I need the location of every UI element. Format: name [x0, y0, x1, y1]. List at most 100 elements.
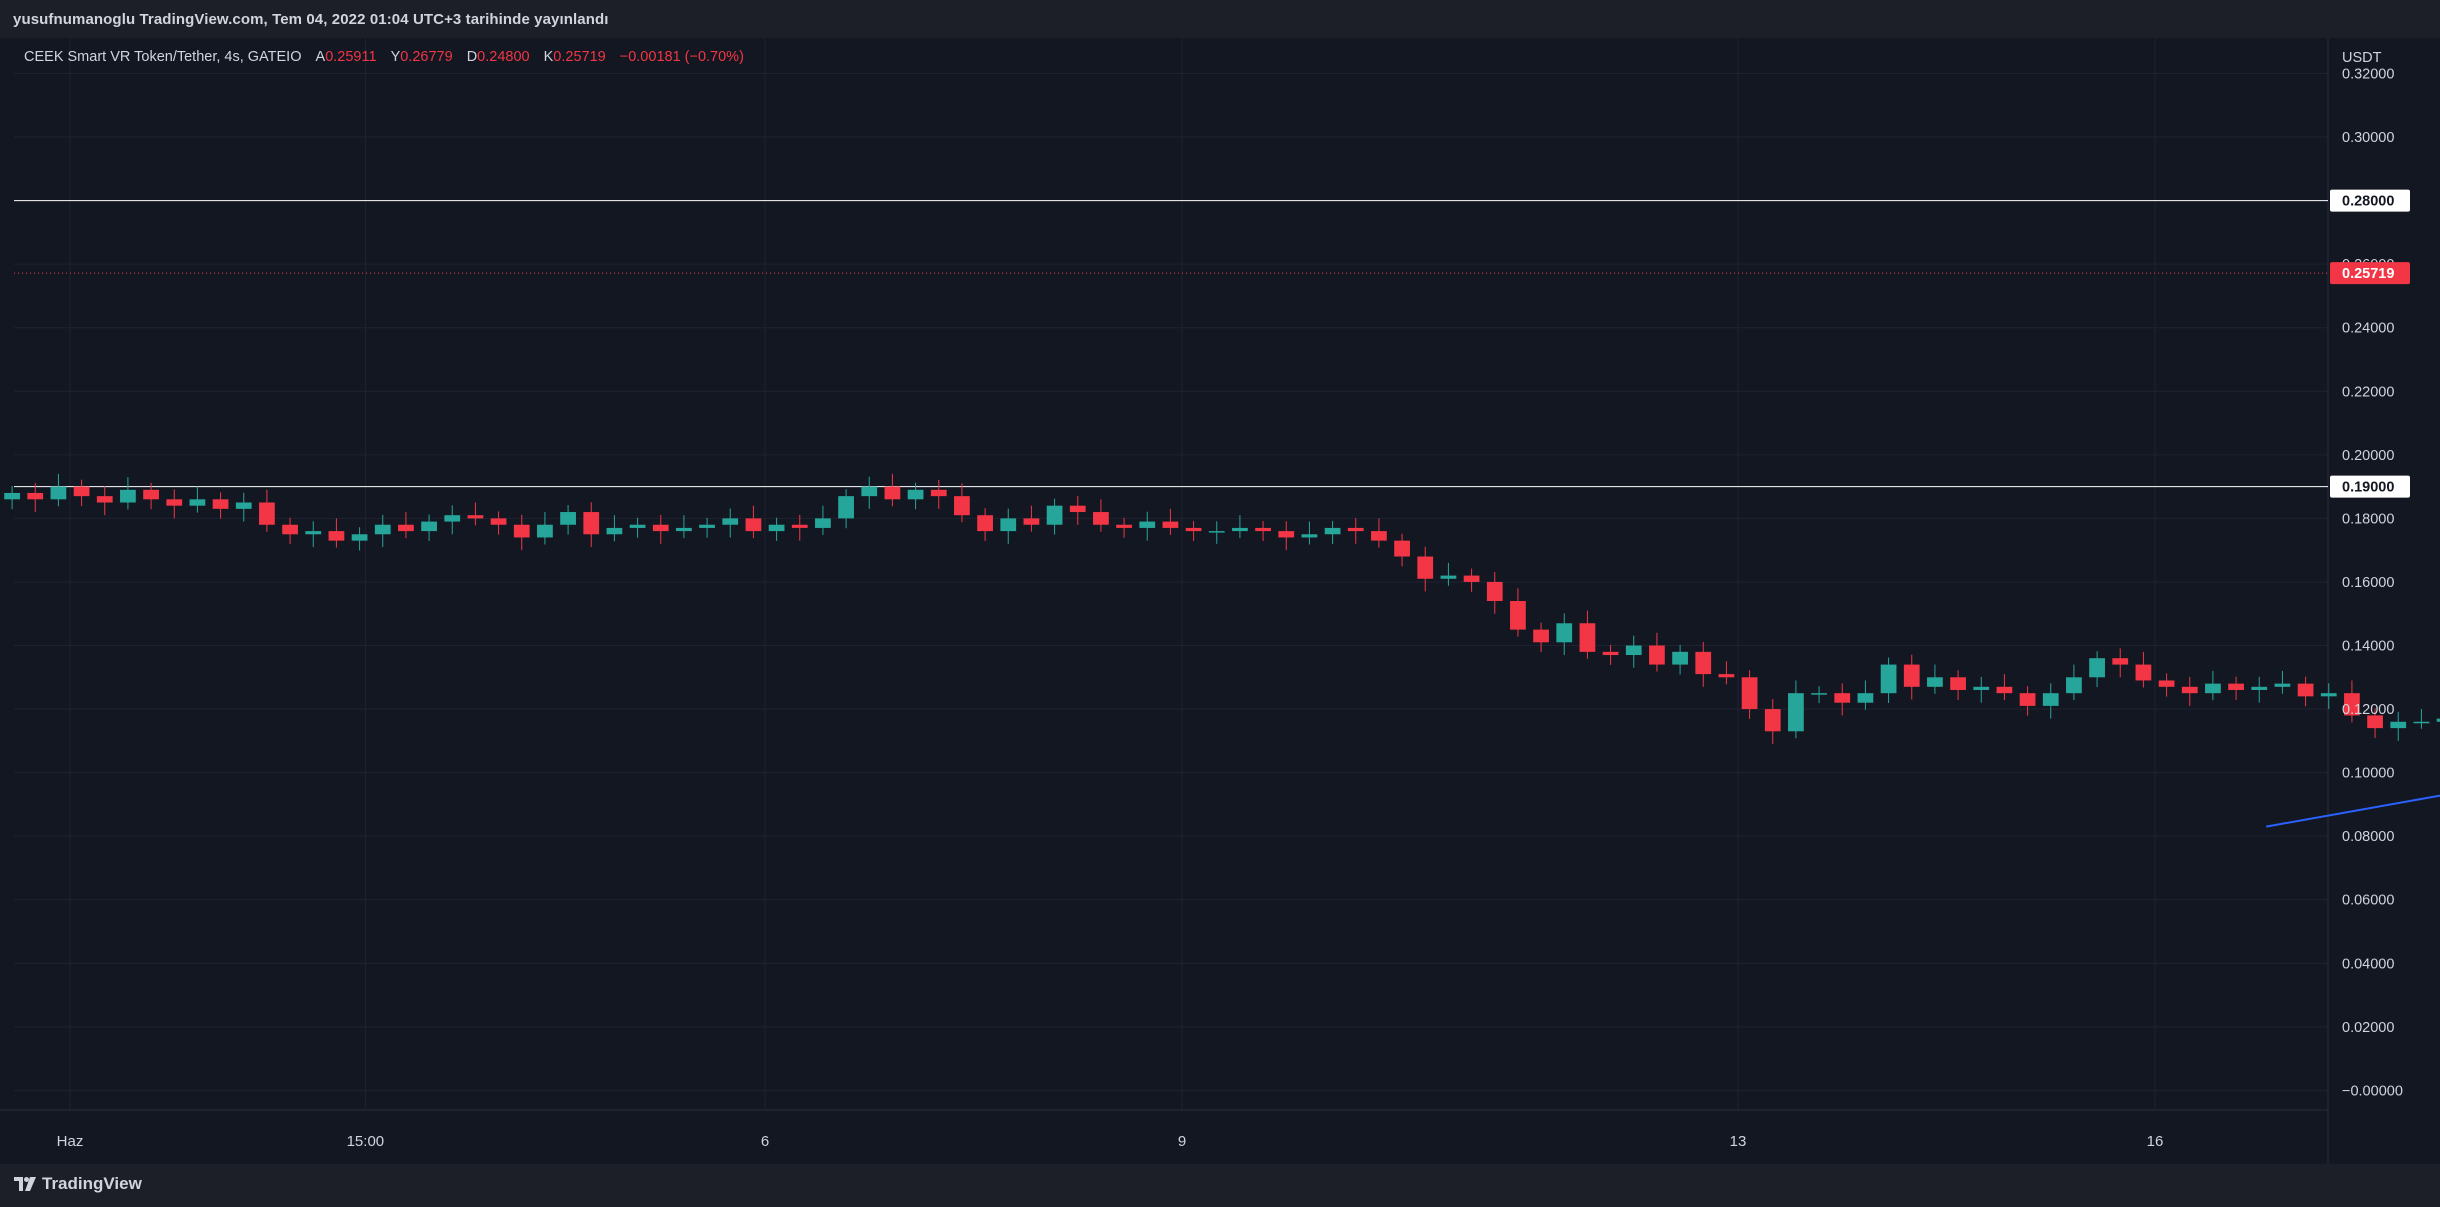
close-value: 0.25719: [553, 49, 606, 65]
candle: [4, 485, 20, 510]
candle-body: [1371, 531, 1387, 541]
price-tick-label: 0.18000: [2342, 511, 2394, 527]
last-price-badge-bg: [2330, 262, 2410, 285]
candle-body: [1741, 677, 1758, 710]
high-label: Y: [390, 49, 401, 65]
price-tick-label: −0.00000: [2342, 1083, 2403, 1099]
candle-body: [73, 486, 90, 497]
candle: [444, 505, 461, 535]
candle: [2158, 673, 2175, 697]
candle-body: [166, 499, 183, 506]
candle: [2066, 664, 2082, 701]
candle: [189, 486, 206, 513]
time-tick-label: 15:00: [347, 1133, 385, 1150]
price-tick-label: 0.10000: [2342, 766, 2394, 782]
candle: [2320, 683, 2337, 710]
candle-body: [1347, 527, 1364, 532]
candle-body: [652, 524, 669, 532]
candle-body: [1510, 601, 1526, 630]
candle: [1162, 508, 1179, 535]
candle-body: [1232, 527, 1248, 532]
candle-body: [2042, 693, 2059, 706]
candle-body: [676, 527, 692, 532]
candle: [1973, 676, 1990, 703]
candle: [166, 489, 183, 519]
candle: [954, 483, 970, 523]
candle: [884, 473, 901, 507]
candle-body: [490, 518, 507, 525]
candle-body: [4, 492, 20, 500]
price-tick-label: 0.14000: [2342, 639, 2394, 655]
candle-body: [745, 518, 762, 532]
change-value: −0.00181 (−0.70%): [619, 49, 744, 65]
candle: [1000, 508, 1017, 544]
candle-body: [421, 521, 437, 532]
candle: [838, 489, 854, 529]
candle-body: [328, 531, 345, 541]
candle: [1046, 498, 1063, 535]
price-tick-label: 0.02000: [2342, 1020, 2394, 1036]
candle: [1950, 670, 1966, 700]
candle: [745, 505, 762, 539]
candle: [1788, 680, 1804, 739]
candle-body: [235, 502, 252, 509]
price-tick-label: 0.12000: [2342, 702, 2394, 718]
high-value: 0.26779: [400, 49, 453, 65]
candle-body: [1579, 623, 1596, 652]
candle-body: [1533, 629, 1549, 643]
candle-body: [513, 524, 530, 538]
candle: [1718, 661, 1735, 685]
candle: [977, 508, 993, 541]
candle-body: [884, 486, 901, 500]
candle-body: [1185, 527, 1202, 532]
candle-body: [560, 512, 576, 525]
candle: [1116, 517, 1132, 538]
candle-body: [2135, 664, 2152, 681]
candle: [1371, 518, 1387, 548]
candle: [398, 512, 414, 539]
candle-body: [1069, 505, 1086, 513]
candle: [2274, 670, 2291, 694]
candle: [1602, 644, 1619, 665]
candle: [1301, 521, 1318, 545]
low-label: D: [466, 49, 478, 65]
candle: [212, 492, 229, 519]
candle: [1625, 635, 1642, 668]
candle: [1556, 613, 1573, 656]
symbol-legend: CEEK Smart VR Token/Tether, 4s, GATEIO A…: [24, 49, 744, 65]
candle: [2228, 676, 2244, 700]
candle-body: [907, 489, 924, 500]
candle: [1394, 533, 1410, 567]
price-tick-label: 0.04000: [2342, 956, 2394, 972]
candle-body: [467, 515, 484, 519]
candles: [4, 473, 2440, 745]
candle-body: [50, 486, 67, 500]
tradingview-logo-icon: [14, 1177, 36, 1191]
candle-body: [1139, 521, 1156, 528]
tradingview-logo[interactable]: TradingView: [14, 1174, 142, 1194]
candle-body: [1255, 527, 1271, 532]
candle-body: [2251, 686, 2268, 690]
level-badge-label: 0.19000: [2342, 480, 2394, 496]
candle: [1764, 699, 1781, 745]
candle-body: [2066, 677, 2082, 694]
candle-body: [2112, 658, 2129, 665]
candle-body: [1764, 709, 1781, 732]
candle: [513, 514, 530, 551]
candle-body: [1417, 556, 1434, 579]
candle-body: [96, 496, 113, 503]
symbol-name: CEEK Smart VR Token/Tether, 4s, GATEIO: [24, 49, 302, 65]
candle-body: [444, 515, 461, 522]
candle-body: [583, 512, 600, 535]
candle-body: [2390, 721, 2407, 729]
low-value: 0.24800: [477, 49, 530, 65]
candle: [930, 479, 947, 509]
candle-body: [1927, 677, 1943, 687]
candle: [699, 517, 715, 538]
price-tick-label: 0.16000: [2342, 575, 2394, 591]
candle-body: [1000, 518, 1017, 532]
price-axis[interactable]: USDT 0.320000.300000.280000.260000.24000…: [2330, 50, 2410, 1099]
candle: [2436, 718, 2440, 722]
